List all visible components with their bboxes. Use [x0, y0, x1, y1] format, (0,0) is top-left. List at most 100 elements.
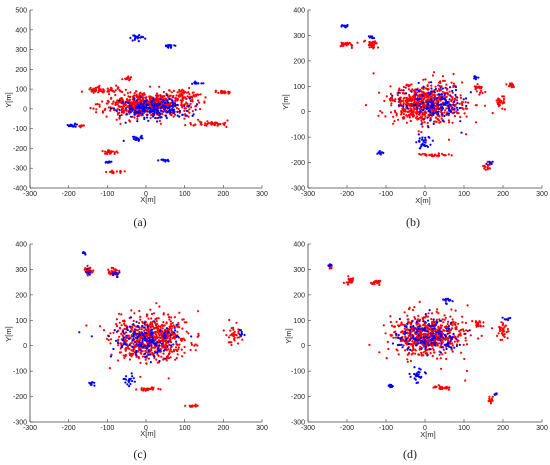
- scatter-point-d-red-180: [428, 328, 431, 331]
- scatter-point-d-red-556: [413, 306, 416, 309]
- scatter-point-a-red-241: [181, 106, 184, 109]
- scatter-point-b-red-717: [488, 167, 491, 170]
- scatter-point-a-red-460: [188, 108, 191, 111]
- axes-c: -300 -200 -100 0 100 200 300-300-200-100010020…: [13, 242, 268, 433]
- caption-c: (c): [133, 447, 146, 461]
- scatter-point-b-blue-127: [431, 102, 434, 105]
- scatter-point-a-blue-239: [133, 34, 136, 37]
- scatter-point-c-red-689: [110, 269, 113, 272]
- scatter-point-d-blue-108: [440, 342, 443, 345]
- scatter-point-d-blue-225: [495, 392, 498, 395]
- scatter-point-c-red-213: [181, 318, 184, 321]
- scatter-point-b-red-327: [432, 71, 436, 74]
- scatter-point-c-red-605: [170, 316, 173, 319]
- scatter-point-b-red-752: [499, 101, 502, 104]
- scatter-point-d-red-480: [395, 320, 398, 323]
- scatter-point-b-red-670: [371, 43, 374, 46]
- scatter-point-b-blue-203: [424, 136, 427, 139]
- scatter-point-d-red-386: [424, 315, 427, 319]
- scatter-point-c-red-324: [115, 318, 118, 321]
- scatter-point-a-blue-46: [146, 113, 149, 116]
- scatter-point-d-blue-39: [412, 324, 415, 328]
- scatter-point-c-blue-190: [86, 267, 89, 270]
- scatter-point-b-red-617: [384, 115, 387, 118]
- scatter-point-a-red-718: [188, 86, 191, 90]
- scatter-point-d-red-233: [451, 318, 454, 321]
- scatter-point-b-red-773: [478, 85, 481, 88]
- scatter-point-b-blue-207: [420, 145, 423, 148]
- scatter-point-b-red-341: [420, 131, 423, 134]
- scatter-point-d-red-498: [413, 316, 416, 319]
- scatter-point-a-red-654: [89, 86, 92, 89]
- scatter-point-a-red-576: [172, 89, 175, 92]
- scatter-point-a-red-473: [132, 101, 135, 104]
- scatter-point-c-blue-204: [91, 381, 94, 384]
- scatter-point-d-blue-130: [391, 342, 395, 345]
- scatter-point-d-blue-111: [419, 327, 422, 330]
- scatter-point-a-red-571: [130, 101, 133, 104]
- scatter-point-b-red-228: [404, 86, 407, 89]
- scatter-point-b-blue-71: [440, 103, 443, 106]
- scatter-point-b-blue-55: [398, 98, 401, 101]
- scatter-point-c-blue-64: [127, 337, 131, 340]
- scatter-point-b-blue-111: [443, 114, 446, 117]
- scatter-point-c-red-587: [130, 349, 133, 352]
- scatter-point-c-blue-119: [138, 343, 141, 346]
- scatter-point-d-red-161: [442, 321, 445, 324]
- scatter-point-a-blue-88: [133, 98, 136, 101]
- x-tick-label-a-2: -100: [100, 191, 114, 198]
- scatter-point-a-red-875: [189, 121, 192, 125]
- scatter-point-b-red-597: [433, 94, 436, 97]
- scatter-point-d-red-493: [430, 344, 433, 347]
- scatter-point-c-red-714: [144, 389, 147, 392]
- scatter-point-c-red-189: [147, 317, 150, 320]
- scatter-point-a-red-676: [92, 91, 95, 94]
- scatter-point-a-blue-50: [173, 102, 177, 105]
- scatter-point-c-red-447: [131, 353, 134, 356]
- scatter-point-b-blue-63: [456, 102, 459, 105]
- scatter-point-c-red-176: [128, 358, 131, 361]
- scatter-point-a-red-648: [190, 106, 193, 109]
- scatter-point-d-red-496: [445, 357, 448, 361]
- scatter-point-a-blue-75: [162, 110, 165, 113]
- scatter-point-a-blue-172: [171, 103, 174, 106]
- scatter-point-b-red-450: [461, 81, 464, 84]
- scatter-point-b-red-700: [437, 153, 440, 156]
- scatter-point-c-red-712: [142, 387, 145, 390]
- scatter-point-c-red-458: [147, 328, 150, 331]
- scatter-point-b-red-459: [439, 120, 442, 123]
- scatter-point-c-red-764: [227, 341, 230, 344]
- scatter-point-b-blue-188: [424, 138, 427, 141]
- scatter-point-b-red-494: [381, 111, 384, 114]
- scatter-point-d-blue-101: [432, 332, 435, 335]
- scatter-point-a-blue-84: [135, 111, 138, 114]
- scatter-point-b-red-256: [441, 90, 444, 93]
- scatter-point-a-blue-279: [73, 125, 76, 128]
- scatter-point-c-blue-143: [139, 333, 142, 336]
- scatter-point-a-red-162: [197, 99, 200, 102]
- scatter-point-b-blue-205: [422, 140, 425, 143]
- scatter-point-a-blue-286: [160, 158, 163, 161]
- scatter-point-d-blue-169: [423, 371, 426, 374]
- scatter-point-b-red-659: [368, 46, 371, 49]
- scatter-point-b-blue-183: [425, 144, 428, 147]
- scatter-point-b-blue-77: [433, 98, 436, 101]
- scatter-point-b-red-586: [425, 96, 428, 99]
- scatter-point-d-blue-211: [442, 298, 445, 301]
- scatter-point-d-red-700: [496, 334, 499, 337]
- scatter-point-c-red-759: [233, 330, 236, 333]
- scatter-point-c-red-257: [155, 302, 158, 305]
- scatter-point-b-red-359: [406, 115, 409, 118]
- scatter-point-b-red-304: [395, 114, 398, 117]
- scatter-point-c-blue-137: [163, 332, 166, 335]
- scatter-point-c-red-24: [151, 351, 154, 354]
- scatter-point-b-red-535: [389, 92, 392, 95]
- scatter-point-d-red-533: [451, 350, 454, 353]
- scatter-point-c-red-735: [225, 334, 228, 337]
- scatter-point-b-red-421: [432, 110, 435, 113]
- scatter-point-b-red-355: [405, 84, 408, 87]
- scatter-point-c-blue-14: [158, 349, 161, 352]
- scatter-point-d-red-107: [440, 367, 443, 370]
- scatter-points-a: [66, 34, 231, 175]
- scatter-point-a-red-125: [94, 103, 97, 106]
